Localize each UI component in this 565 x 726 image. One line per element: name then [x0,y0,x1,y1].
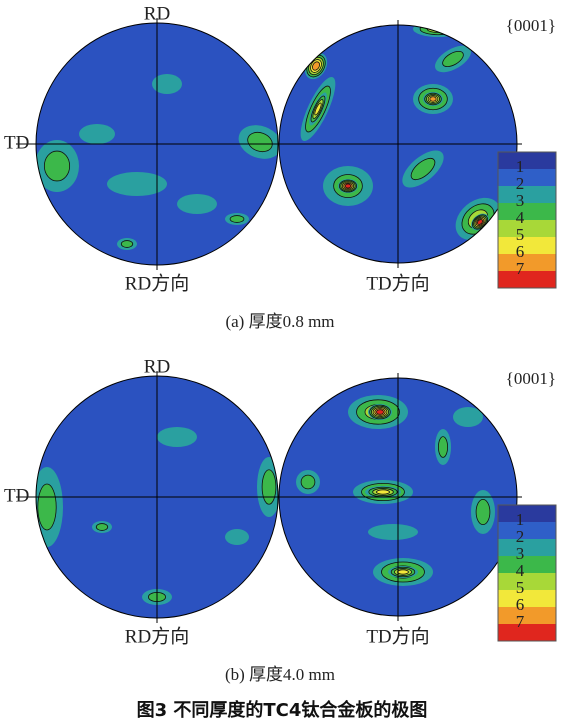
colorbar-outline [497,504,557,642]
colorbar-label: 3 [516,544,525,563]
pole-figure-outline [278,24,518,264]
colorbar-label: 3 [516,191,525,210]
texture-contour [376,409,384,415]
colorbar-label: 5 [516,578,525,597]
figure-title: 图3 不同厚度的TC4钛合金板的极图 [137,699,428,721]
texture-contour [261,469,277,505]
td-label: TD [4,132,29,153]
texture-contour [442,50,464,68]
colorbar-band [498,556,556,574]
texture-contour [410,157,436,181]
texture-contour [229,215,245,223]
texture-contour [177,194,217,214]
colorbar-label: 7 [516,259,525,278]
texture-contour [437,436,448,458]
direction-label: RD方向 [125,625,189,647]
texture-contour [477,219,483,225]
colorbar-band [498,505,556,523]
colorbar-label: 4 [516,208,525,227]
colorbar-band [498,237,556,255]
direction-label: TD方向 [366,272,429,294]
panel-caption: (a) 厚度0.8 mm [225,312,334,331]
texture-contour [397,569,409,575]
texture-contour [157,427,197,447]
pole-figure-outline [278,377,518,617]
colorbar-outline [497,151,557,289]
colorbar-label: 5 [516,225,525,244]
panel-caption: (b) 厚度4.0 mm [225,665,335,684]
colorbar-band [498,271,556,289]
colorbar-band [498,607,556,625]
colorbar-label: 1 [516,510,525,529]
colorbar-band [498,152,556,170]
colorbar-label: 7 [516,612,525,631]
texture-contour [37,483,57,531]
texture-contour [225,529,249,545]
colorbar-band [498,590,556,608]
rd-label: RD [144,356,170,377]
colorbar-label: 4 [516,561,525,580]
texture-contour [314,102,322,116]
colorbar-band [498,186,556,204]
texture-contour [475,498,491,526]
texture-contour [453,407,483,427]
texture-contour [247,131,273,153]
colorbar-label: 6 [516,595,525,614]
colorbar-label: 6 [516,242,525,261]
direction-label: RD方向 [125,272,189,294]
direction-label: TD方向 [366,625,429,647]
plane-label: {0001} [506,369,556,388]
colorbar-band [498,254,556,272]
texture-contour [429,96,437,102]
texture-contour [376,489,390,495]
td-label: TD [4,485,29,506]
colorbar-band [498,539,556,557]
texture-contour [79,124,115,144]
texture-contour [312,61,320,71]
pole-figure [296,395,495,586]
texture-contour [300,474,316,490]
texture-contour [120,240,134,248]
texture-contour [107,172,167,196]
colorbar-band [498,522,556,540]
texture-contour [344,183,352,189]
texture-contour [95,523,109,531]
colorbar-band [498,220,556,238]
texture-contour [152,74,182,94]
colorbar-band [498,573,556,591]
colorbar-band [498,624,556,642]
texture-contour [43,150,71,182]
colorbar-band [498,203,556,221]
texture-contour [419,25,457,36]
colorbar-label: 2 [516,527,525,546]
colorbar-label: 2 [516,174,525,193]
texture-contour [368,524,418,540]
colorbar-label: 1 [516,157,525,176]
rd-label: RD [144,3,170,24]
pole-figure [36,74,278,250]
plane-label: {0001} [506,16,556,35]
colorbar-band [498,169,556,187]
pole-figure [36,427,278,605]
